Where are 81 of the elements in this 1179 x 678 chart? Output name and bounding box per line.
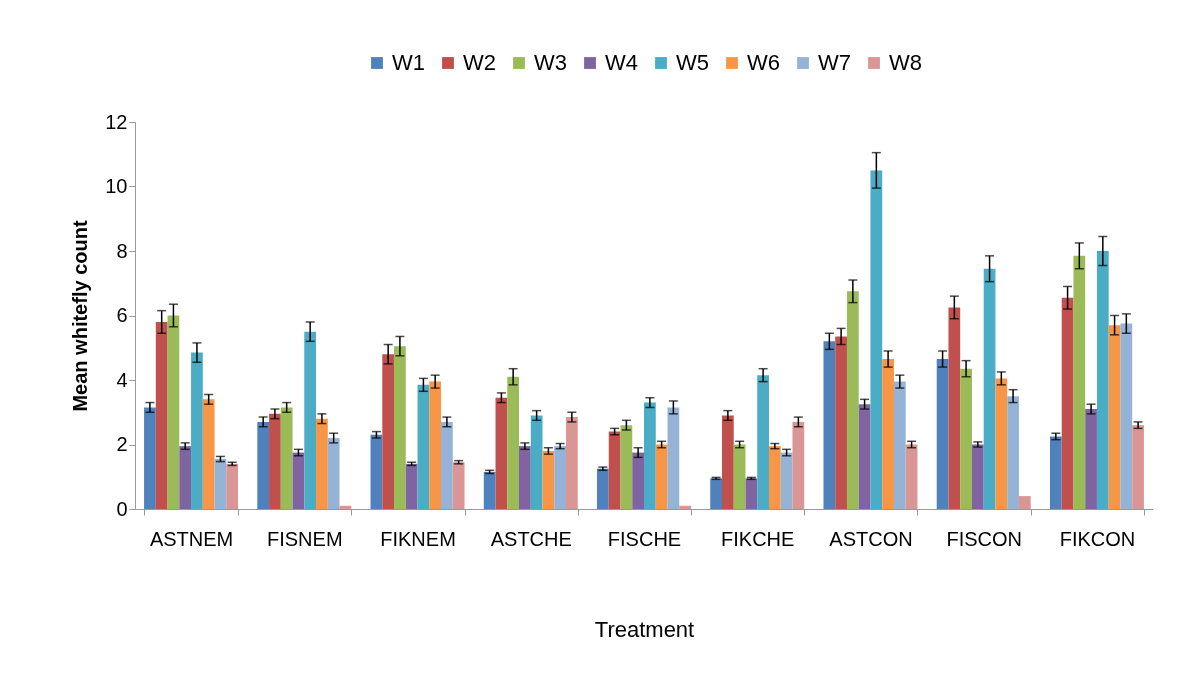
legend-label: W4	[605, 50, 638, 75]
y-tick-label: 4	[116, 368, 128, 391]
bar	[327, 438, 340, 509]
bar	[597, 468, 609, 509]
bar	[936, 359, 949, 509]
bar	[394, 346, 406, 509]
bar	[269, 413, 281, 509]
bar	[948, 307, 961, 509]
bar	[382, 354, 395, 509]
bar	[667, 407, 680, 509]
x-tick-label: FISNEM	[267, 527, 343, 550]
bar	[1085, 409, 1097, 509]
bar	[792, 421, 805, 509]
bar	[620, 425, 633, 509]
legend-label: W5	[676, 50, 709, 75]
bar	[1061, 297, 1074, 509]
bar	[226, 463, 239, 509]
bar	[745, 478, 758, 509]
bar	[429, 381, 442, 509]
bar	[452, 462, 465, 509]
bar	[417, 384, 430, 509]
bar	[144, 407, 156, 509]
bar	[495, 397, 508, 509]
bar	[1007, 396, 1019, 509]
x-tick-label: FIKCON	[1059, 527, 1136, 550]
bar	[679, 505, 691, 509]
legend-label: W7	[818, 50, 851, 75]
legend-label: W3	[534, 50, 567, 75]
y-tick-label: 8	[116, 239, 128, 262]
y-tick-label: 6	[116, 304, 128, 326]
bar	[405, 463, 418, 509]
bar	[202, 399, 215, 509]
bar	[1096, 251, 1109, 509]
bar	[870, 170, 883, 509]
bar	[441, 421, 453, 509]
bar	[304, 331, 317, 509]
bar	[257, 421, 270, 509]
bar	[983, 268, 996, 509]
bar	[995, 378, 1008, 509]
x-axis-title: Treatment	[594, 616, 695, 642]
legend-label: W2	[463, 50, 496, 75]
legend-label: W8	[889, 50, 922, 75]
bar	[757, 375, 769, 509]
legend-label: W1	[392, 50, 425, 75]
x-tick-label: FIKCHE	[721, 527, 795, 550]
y-tick-label: 0	[116, 497, 128, 520]
bar	[893, 381, 906, 509]
bar	[483, 471, 496, 509]
x-tick-label: FISCON	[946, 527, 1022, 550]
bar	[167, 315, 180, 509]
bar	[1018, 496, 1031, 509]
bar	[1073, 255, 1086, 509]
bar	[644, 402, 656, 509]
bar	[846, 291, 859, 509]
x-tick-label: ASTCON	[829, 527, 913, 550]
bar	[280, 407, 293, 509]
x-tick-label: ASTCHE	[490, 527, 572, 550]
legend-label: W6	[747, 50, 780, 75]
bar	[1120, 323, 1133, 509]
x-tick-label: FISCHE	[607, 527, 682, 550]
y-tick-label: 10	[105, 175, 128, 197]
x-tick-label: FIKNEM	[380, 527, 456, 550]
bar	[835, 336, 847, 509]
bar	[858, 404, 871, 509]
bar	[882, 359, 894, 509]
bar	[191, 352, 203, 509]
bar	[721, 415, 734, 509]
y-tick-label: 12	[105, 110, 128, 133]
bar	[1108, 325, 1121, 509]
bar	[823, 341, 836, 509]
bar	[632, 452, 644, 509]
bar	[316, 418, 328, 509]
bar	[566, 417, 578, 509]
bar	[507, 376, 520, 509]
y-axis-title: Mean whitefly count	[69, 220, 92, 412]
y-tick-label: 2	[116, 433, 128, 455]
x-tick-label: ASTNEM	[149, 527, 234, 550]
bar	[530, 415, 543, 509]
bar	[155, 321, 168, 509]
bar	[710, 478, 722, 509]
bar	[960, 368, 972, 509]
